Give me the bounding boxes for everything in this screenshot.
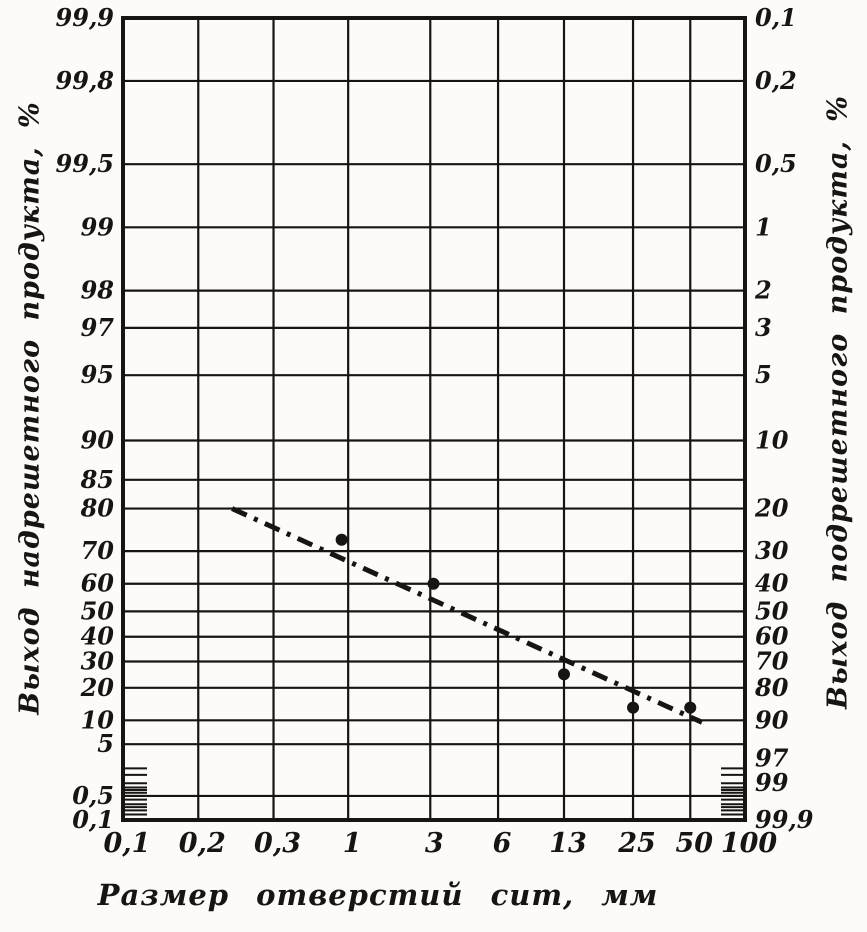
y-tick-label-left: 85 <box>80 465 114 494</box>
y-tick-label-left: 30 <box>81 647 115 676</box>
y-tick-label-left: 5 <box>97 729 114 758</box>
y-tick-label-left: 10 <box>81 705 115 734</box>
x-tick-label: 0,3 <box>254 828 301 859</box>
y-tick-label-left: 99,5 <box>56 149 114 178</box>
y-tick-label-right: 97 <box>755 743 789 772</box>
data-point <box>335 533 348 546</box>
y-tick-label-left: 40 <box>81 622 115 651</box>
y-tick-label-right: 99,9 <box>755 805 814 834</box>
x-tick-label: 0,2 <box>179 828 226 859</box>
y-axis-title-left: Выход надрешетного продукта, % <box>14 101 46 715</box>
fit-line <box>231 506 704 725</box>
y-tick-label-right: 3 <box>755 313 772 342</box>
y-tick-label-right: 0,2 <box>755 66 797 95</box>
y-tick-label-left: 90 <box>81 425 115 454</box>
y-tick-label-left: 80 <box>80 494 115 523</box>
y-tick-label-right: 99 <box>755 768 789 797</box>
y-tick-label-right: 0,5 <box>755 149 797 178</box>
y-tick-label-right: 50 <box>755 596 789 625</box>
y-tick-label-right: 90 <box>755 705 789 734</box>
y-tick-label-left: 20 <box>80 673 115 702</box>
y-tick-label-right: 30 <box>755 536 789 565</box>
x-tick-label: 100 <box>721 828 778 859</box>
x-axis-title: Размер отверстий сит, мм <box>97 878 659 912</box>
data-point <box>427 577 440 590</box>
x-tick-label: 25 <box>617 828 656 859</box>
y-tick-label-right: 5 <box>755 360 772 389</box>
x-tick-label: 6 <box>493 828 512 859</box>
x-tick-label: 0,1 <box>104 828 151 859</box>
y-tick-label-left: 98 <box>81 276 115 305</box>
data-point <box>684 701 697 714</box>
y-tick-label-right: 20 <box>754 494 789 523</box>
y-tick-label-left: 0,5 <box>72 781 114 810</box>
y-tick-label-left: 99,8 <box>56 66 115 95</box>
y-tick-label-right: 70 <box>755 647 789 676</box>
y-tick-label-right: 10 <box>755 425 789 454</box>
y-tick-label-right: 60 <box>755 622 789 651</box>
data-point <box>557 668 570 681</box>
x-tick-label: 13 <box>549 828 587 859</box>
y-tick-label-left: 50 <box>81 596 115 625</box>
y-tick-label-left: 99,9 <box>56 3 115 32</box>
y-tick-label-right: 1 <box>755 212 772 241</box>
x-tick-label: 3 <box>425 828 444 859</box>
y-tick-label-left: 60 <box>81 569 115 598</box>
x-tick-label: 50 <box>675 828 713 859</box>
y-tick-label-left: 99 <box>81 212 115 241</box>
plot-border <box>121 16 747 822</box>
data-point <box>627 701 640 714</box>
y-tick-label-right: 0,1 <box>755 3 797 32</box>
y-tick-label-left: 70 <box>81 536 115 565</box>
y-tick-label-left: 97 <box>81 313 115 342</box>
y-tick-label-right: 2 <box>754 276 772 305</box>
y-axis-title-right: Выход подрешетного продукта, % <box>822 95 854 709</box>
y-tick-label-right: 40 <box>755 569 789 598</box>
y-tick-label-left: 0,1 <box>72 805 114 834</box>
x-tick-label: 1 <box>343 828 362 859</box>
y-tick-label-left: 95 <box>81 360 114 389</box>
y-tick-label-right: 80 <box>754 673 789 702</box>
